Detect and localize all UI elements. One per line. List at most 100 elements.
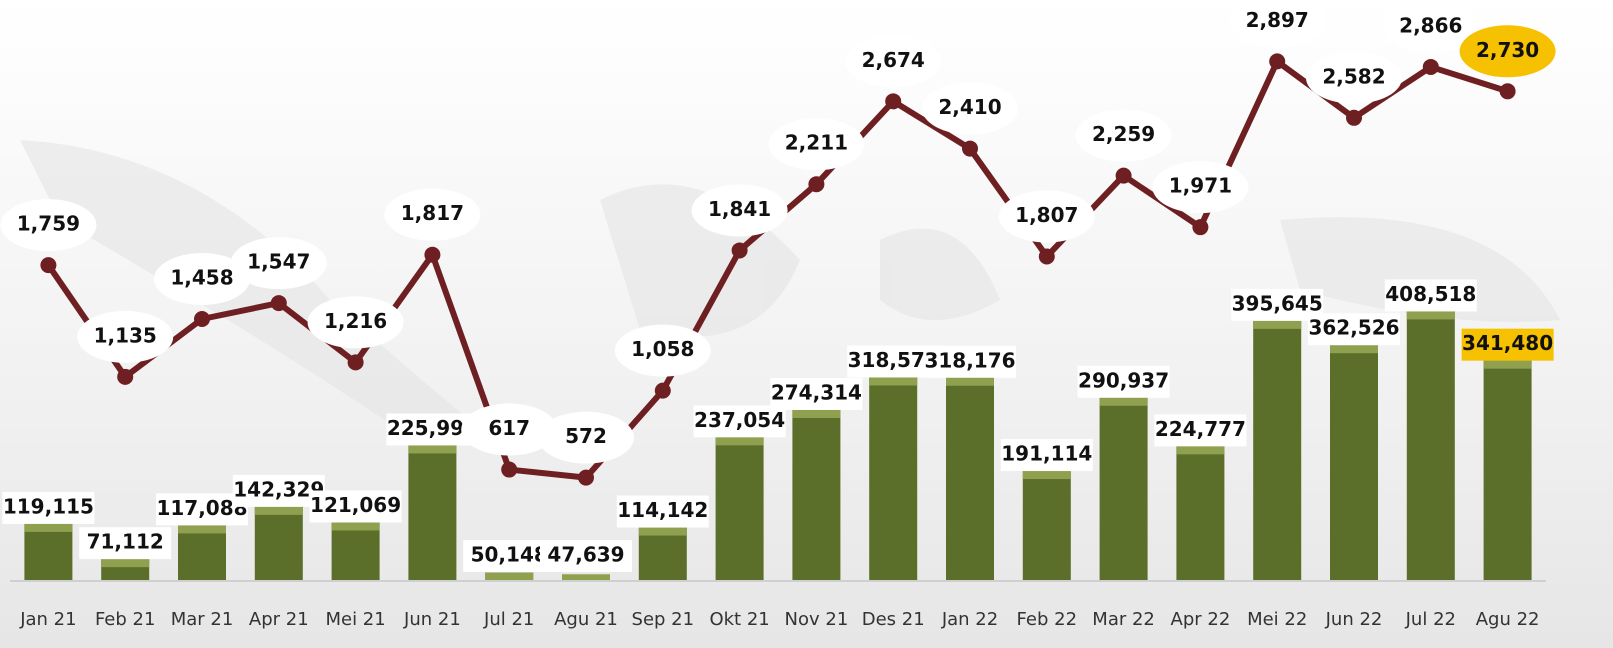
line-point: [1269, 53, 1286, 70]
data-label: 2,211: [785, 131, 848, 155]
bar-bevel: [638, 525, 687, 536]
label-bg: [1231, 288, 1324, 321]
label-bg: [1152, 161, 1249, 214]
label-bg: [998, 190, 1095, 243]
x-tick-label: Agu 21: [554, 609, 618, 630]
label-bg: [1229, 0, 1326, 48]
bar: [792, 407, 841, 580]
label-bg: [461, 403, 558, 456]
data-label: 50,148: [471, 543, 548, 567]
label-bg: [616, 495, 709, 528]
data-label: 71,112: [87, 530, 164, 554]
data-label: 191,114: [1001, 442, 1092, 466]
data-label: 395,645: [1232, 291, 1323, 315]
data-label: 1,841: [708, 197, 771, 221]
x-tick-label: Okt 21: [709, 609, 769, 630]
line-point: [194, 311, 210, 327]
label-bg: [79, 527, 172, 560]
data-label: 1,216: [324, 309, 387, 333]
x-tick-label: Nov 21: [785, 609, 849, 630]
x-tick-label: Mei 21: [325, 609, 385, 630]
line-point: [117, 368, 134, 385]
label-bg: [384, 188, 481, 241]
label-bg: [1382, 0, 1479, 53]
line-point: [501, 461, 518, 478]
bar-bevel: [1099, 395, 1148, 406]
x-tick-label: Feb 21: [95, 609, 156, 630]
label-bg: [232, 474, 325, 507]
x-tick-label: Sep 21: [632, 609, 695, 630]
x-tick-label: Jul 21: [483, 609, 534, 630]
data-label: 224,777: [1155, 417, 1246, 441]
label-bg: [230, 237, 327, 290]
x-tick-label: Jan 22: [941, 609, 998, 630]
label-bg: [77, 310, 174, 363]
bar-bevel: [1022, 469, 1071, 480]
line-point: [1038, 248, 1055, 265]
data-label: 1,135: [94, 323, 157, 347]
bar-bevel: [1406, 309, 1455, 320]
data-label: 117,088: [156, 496, 247, 520]
label-bg: [924, 345, 1016, 378]
label-bg: [691, 184, 788, 237]
data-label: 2,730: [1476, 38, 1539, 62]
x-tick-label: Apr 22: [1171, 609, 1231, 630]
line-point: [885, 93, 902, 110]
data-label: 1,817: [401, 201, 464, 225]
data-label: 341,480: [1462, 331, 1553, 355]
label-bg: [614, 324, 711, 377]
line-point: [578, 469, 594, 486]
bar-bevel: [485, 572, 534, 580]
data-label: 408,518: [1385, 282, 1476, 306]
label-bg: [307, 296, 404, 349]
bar-bevel: [408, 443, 457, 454]
bar-bevel: [1176, 444, 1225, 455]
label-bg: [0, 199, 97, 252]
label-bg: [770, 377, 863, 410]
data-label: 617: [488, 416, 530, 440]
data-label: 2,410: [938, 95, 1001, 119]
label-bg: [1384, 279, 1477, 312]
x-tick-label: Jun 22: [1325, 609, 1383, 630]
label-bg: [463, 540, 556, 572]
bar: [1253, 318, 1302, 580]
bar: [1099, 395, 1148, 580]
label-bg: [693, 405, 786, 438]
data-label: 1,547: [247, 250, 310, 274]
bar: [1330, 343, 1378, 580]
label-bg: [768, 118, 865, 171]
label-bg: [1459, 25, 1556, 78]
bar: [1483, 358, 1532, 580]
label-bg: [847, 345, 940, 378]
line-point: [1192, 219, 1209, 236]
data-label: 2,582: [1322, 64, 1385, 88]
bar: [715, 435, 764, 580]
bar: [1406, 309, 1455, 580]
label-bg: [154, 253, 250, 305]
line-point: [731, 242, 748, 259]
x-tick-label: Mei 22: [1247, 609, 1307, 630]
line-point: [1346, 109, 1362, 126]
bar-bevel: [1330, 343, 1378, 354]
bar: [254, 504, 303, 580]
label-bg: [1000, 439, 1093, 472]
line-point: [1499, 83, 1516, 100]
label-bg: [2, 491, 95, 524]
data-label: 119,115: [3, 494, 94, 518]
data-label: 318,176: [924, 348, 1015, 372]
line-point: [270, 295, 287, 312]
bar-bevel: [101, 557, 150, 568]
bar: [946, 375, 994, 580]
line-point: [424, 246, 441, 263]
data-label: 142,329: [233, 477, 324, 501]
bar-bevel: [178, 523, 226, 534]
bar: [869, 375, 918, 580]
data-label: 2,259: [1092, 122, 1155, 146]
data-label: 1,807: [1015, 203, 1078, 227]
line-point: [962, 140, 978, 157]
bar-bevel: [254, 504, 303, 515]
label-bg: [1461, 328, 1554, 361]
label-bg: [845, 35, 942, 88]
bar-bevel: [1253, 318, 1302, 329]
data-label: 274,314: [771, 380, 862, 404]
